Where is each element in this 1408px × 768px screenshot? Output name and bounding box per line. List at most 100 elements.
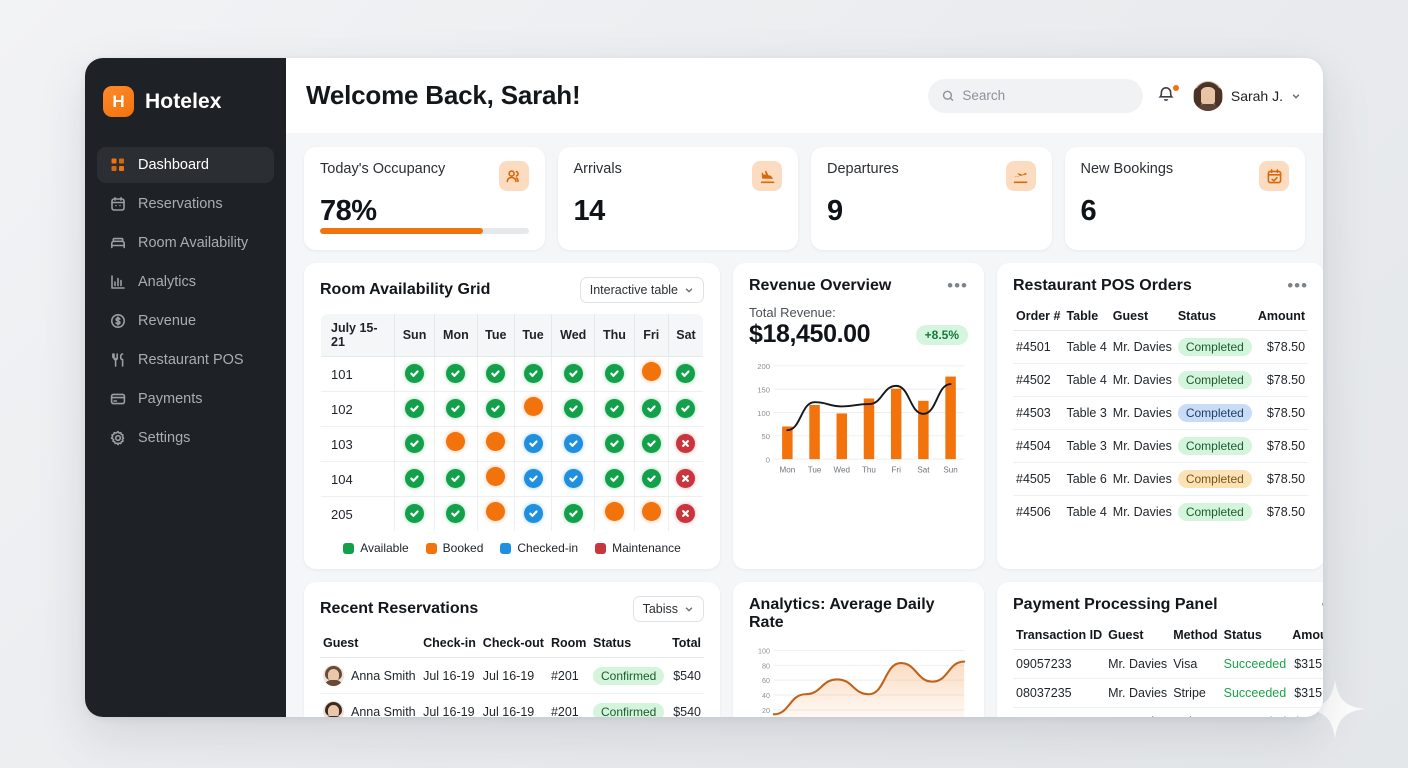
room-grid-cell[interactable] — [668, 391, 703, 427]
sidebar-item-payments[interactable]: Payments — [97, 381, 274, 417]
room-grid-cell[interactable] — [477, 496, 515, 531]
check-icon — [563, 469, 583, 488]
y-axis-tick: 80 — [762, 662, 770, 670]
payment-method: Stripe — [1170, 708, 1220, 717]
table-row[interactable]: Anna Smith Jul 16-19 Jul 16-19 #201 Confirme… — [320, 657, 704, 694]
y-axis-tick: 60 — [762, 677, 770, 685]
room-grid-cell[interactable] — [434, 356, 478, 392]
x-axis-tick: Fri — [891, 465, 901, 474]
table-row[interactable]: Anna Smith Jul 16-19 Jul 16-19 #201 Confirme… — [320, 693, 704, 717]
search-bar[interactable] — [927, 78, 1143, 113]
ellipsis-icon[interactable]: ••• — [1322, 596, 1323, 613]
table-row[interactable]: #4506 Table 4 Mr. Davies Completed $78.50 — [1013, 496, 1308, 529]
room-number: 205 — [321, 496, 395, 531]
room-grid-cell[interactable] — [434, 391, 478, 427]
sidebar-item-restaurant-pos[interactable]: Restaurant POS — [97, 342, 274, 378]
notifications-button[interactable] — [1157, 83, 1180, 107]
sidebar-item-analytics[interactable]: Analytics — [97, 264, 274, 300]
room-grid-cell[interactable] — [634, 496, 669, 531]
room-grid-cell[interactable] — [668, 426, 703, 462]
ellipsis-icon[interactable]: ••• — [947, 276, 968, 295]
status-text: Succeeded — [1223, 686, 1287, 700]
room-grid-cell[interactable] — [394, 356, 436, 392]
room-grid-cell[interactable] — [551, 356, 596, 392]
room-grid-cell[interactable] — [551, 391, 596, 427]
table-row[interactable]: #4501 Table 4 Mr. Davies Completed $78.50 — [1013, 330, 1309, 364]
room-grid-cell[interactable] — [394, 391, 436, 427]
bar-chart-icon — [109, 274, 126, 291]
table-row: 101 — [321, 356, 703, 392]
room-grid-cell[interactable] — [394, 426, 436, 462]
room-grid-cell[interactable] — [594, 391, 635, 427]
table-name: Table 6 — [1063, 462, 1110, 496]
room-grid-cell[interactable] — [477, 461, 515, 497]
user-menu[interactable]: Sarah J. — [1192, 80, 1301, 111]
room-grid-cell[interactable] — [514, 496, 553, 531]
sidebar-item-revenue[interactable]: Revenue — [97, 303, 274, 339]
room-grid-cell[interactable] — [514, 391, 553, 427]
room-grid-cell[interactable] — [394, 461, 436, 497]
room-grid-cell[interactable] — [514, 426, 553, 462]
room-grid-cell[interactable] — [594, 461, 635, 497]
column-header: Table — [1063, 305, 1110, 331]
guest-name: Mr. Davies — [1112, 505, 1172, 519]
room-grid-cell[interactable] — [551, 426, 596, 462]
room-grid-cell[interactable] — [477, 426, 515, 462]
room-grid-cell[interactable] — [514, 461, 553, 497]
room-grid-cell[interactable] — [594, 356, 635, 392]
status-badge: Confirmed — [592, 666, 665, 685]
guest-name: Mr. Davies — [1109, 396, 1175, 430]
room-grid-cell[interactable] — [434, 426, 478, 462]
booked-dot-icon — [604, 502, 624, 521]
y-axis-tick: 150 — [757, 385, 770, 394]
y-axis-tick: 0 — [766, 455, 770, 464]
room-grid-cell[interactable] — [594, 496, 635, 531]
room-grid-cell[interactable] — [668, 497, 703, 532]
sidebar-item-dashboard[interactable]: Dashboard — [97, 147, 274, 183]
tabiss-select[interactable]: Tabiss — [632, 596, 704, 622]
search-input[interactable] — [962, 88, 1129, 103]
reservations-table: Guest Check-in Check-out Room Status Total An… — [320, 632, 704, 717]
ellipsis-icon[interactable]: ••• — [1287, 276, 1309, 295]
room-grid-cell[interactable] — [477, 356, 515, 392]
table-row[interactable]: #4505 Table 6 Mr. Davies Completed $78.50 — [1013, 462, 1309, 496]
table-row[interactable]: #4502 Table 4 Mr. Davies Completed $78.50 — [1013, 363, 1309, 397]
booked-dot-icon — [486, 467, 506, 486]
booked-dot-icon — [486, 432, 506, 451]
room-grid-cell[interactable] — [594, 426, 635, 462]
kpi-value: 78% — [320, 195, 377, 227]
card-title: Payment Processing Panel — [1013, 596, 1218, 613]
sidebar-item-settings[interactable]: Settings — [97, 420, 274, 456]
room-grid-cell[interactable] — [634, 356, 669, 392]
sidebar-item-reservations[interactable]: Reservations — [97, 186, 274, 222]
guest-name: Mr. Davies — [1109, 429, 1175, 463]
room-grid-cell[interactable] — [668, 461, 703, 497]
room-grid-cell[interactable] — [634, 391, 669, 427]
sidebar-item-room-availability[interactable]: Room Availability — [97, 225, 274, 261]
room-grid-cell[interactable] — [634, 461, 669, 497]
room-grid-cell[interactable] — [477, 391, 515, 427]
order-amount: $78.50 — [1254, 462, 1309, 496]
room-grid-cell[interactable] — [668, 356, 703, 392]
table-row[interactable]: #4504 Table 3 Mr. Davies Completed $78.50 — [1013, 429, 1309, 463]
table-name: Table 4 — [1066, 505, 1107, 519]
room-grid-cell[interactable] — [394, 496, 436, 531]
payment-amount: $315.00 — [1289, 649, 1323, 679]
table-body: #4501 Table 4 Mr. Davies Completed $78.50 #45… — [1013, 330, 1309, 529]
chevron-down-icon — [685, 607, 693, 612]
room-grid-cell[interactable] — [634, 426, 669, 462]
interactive-table-select[interactable]: Interactive table — [579, 277, 704, 303]
brand[interactable]: H Hotelex — [85, 80, 286, 117]
status-badge: Completed — [1177, 470, 1252, 488]
room-grid-cell[interactable] — [434, 496, 478, 531]
card-title: Recent Reservations — [320, 600, 479, 617]
room-grid-cell[interactable] — [514, 356, 553, 392]
y-axis-tick: 50 — [761, 432, 769, 441]
room-grid-cell[interactable] — [551, 496, 596, 531]
table-row[interactable]: #4503 Table 3 Mr. Davies Completed $78.50 — [1013, 396, 1309, 430]
room-grid-cell[interactable] — [551, 461, 596, 497]
room-grid-cell[interactable] — [434, 461, 478, 497]
